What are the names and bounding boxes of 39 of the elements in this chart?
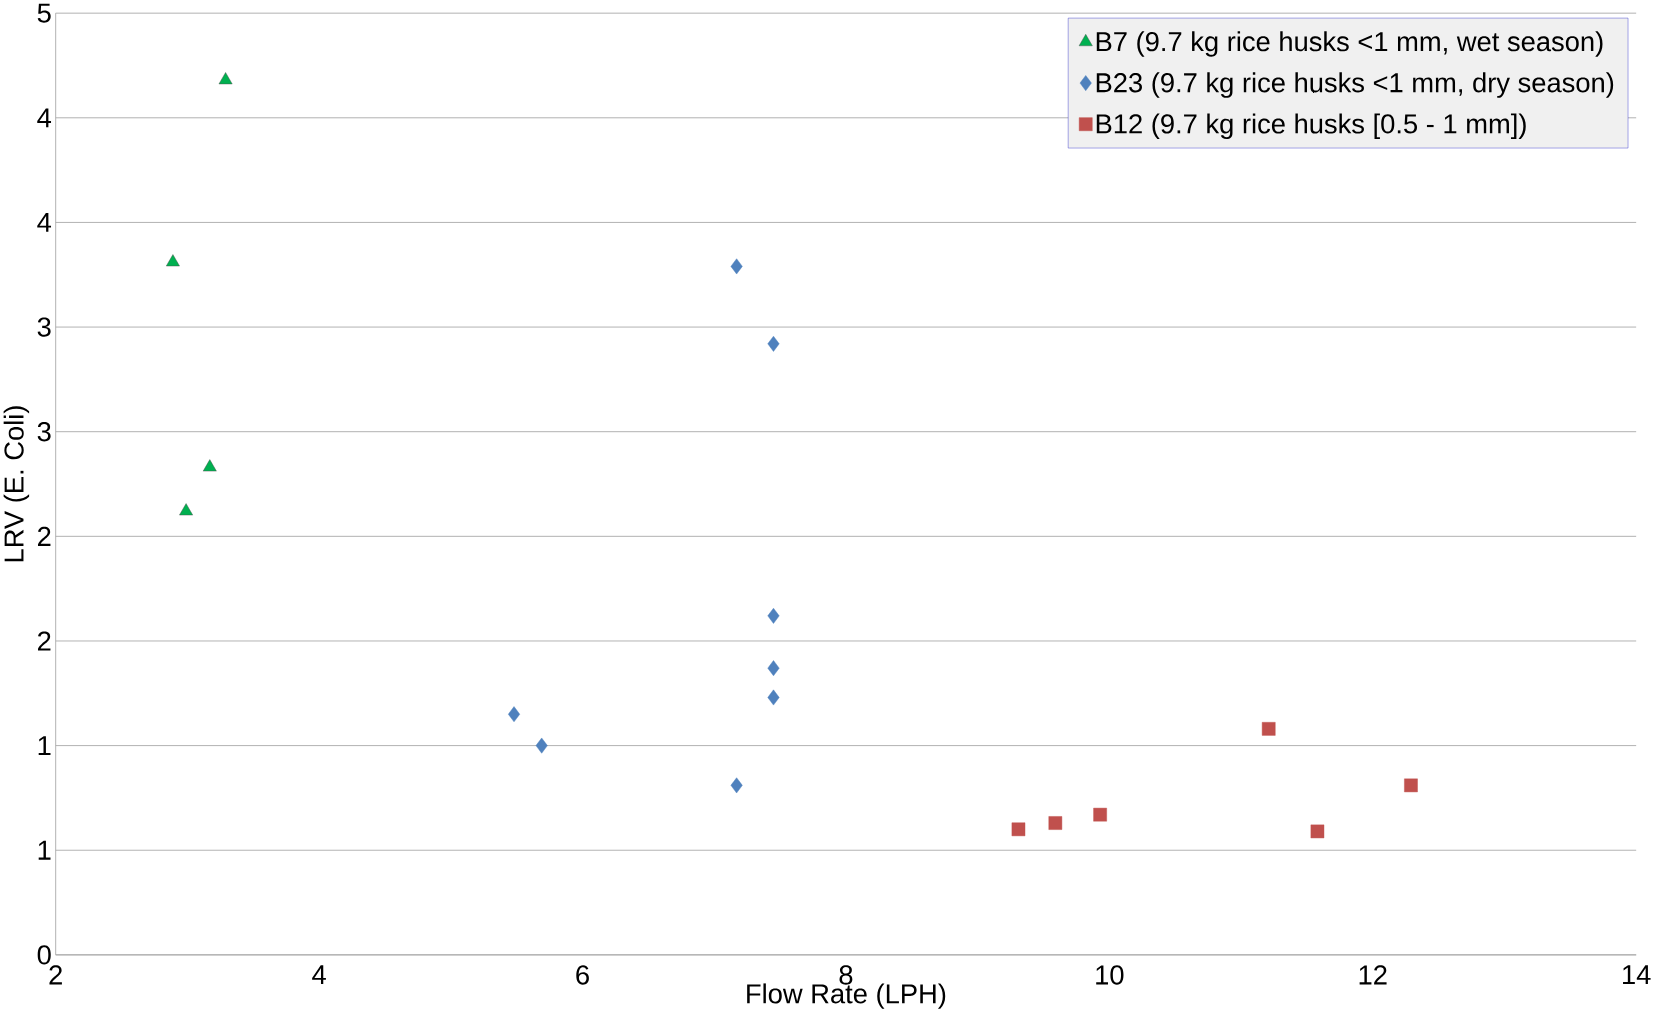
point xyxy=(730,258,743,275)
point xyxy=(767,660,780,677)
point xyxy=(202,459,217,472)
point xyxy=(1048,816,1063,831)
y-tick-label: 2 xyxy=(37,527,51,547)
x-tick-label: 10 xyxy=(1096,965,1124,985)
x-tick-label: 14 xyxy=(1623,965,1651,985)
point xyxy=(767,608,780,624)
y-tick-label: 0 xyxy=(37,945,51,965)
y-tick-label: 1 xyxy=(38,736,51,756)
point xyxy=(1261,722,1276,736)
y-tick-label: 4 xyxy=(37,213,52,233)
y-tick-label: 2 xyxy=(37,631,51,651)
point xyxy=(767,689,780,706)
point xyxy=(1310,824,1325,839)
x-tick-label: 12 xyxy=(1359,965,1387,985)
point xyxy=(218,72,233,85)
point xyxy=(179,503,193,516)
x-axis-title: Flow Rate (LPH) xyxy=(747,983,946,1010)
x-tick-label: 6 xyxy=(576,965,589,985)
point xyxy=(767,336,780,352)
point xyxy=(1011,822,1026,837)
y-tick-label: 4 xyxy=(37,108,52,128)
point xyxy=(508,706,520,723)
legend-label: B12 (9.7 kg rice husks [0.5 - 1 mm]) xyxy=(1096,113,1526,140)
point xyxy=(730,777,743,794)
x-tick-label: 8 xyxy=(839,965,853,985)
y-tick-label: 5 xyxy=(37,3,51,23)
y-tick-label: 3 xyxy=(37,317,51,337)
point xyxy=(166,254,180,267)
x-tick-label: 4 xyxy=(312,965,326,985)
legend-label: B7 (9.7 kg rice husks <1 mm, wet season) xyxy=(1096,31,1603,57)
y-tick-label: 3 xyxy=(37,422,51,442)
point xyxy=(1404,778,1418,793)
legend-label: B23 (9.7 kg rice husks <1 mm, dry season) xyxy=(1096,72,1614,99)
y-tick-label: 1 xyxy=(38,841,51,860)
point xyxy=(535,737,548,754)
y-axis-title: LRV (E. Coli) xyxy=(3,406,30,562)
point xyxy=(1093,808,1107,822)
